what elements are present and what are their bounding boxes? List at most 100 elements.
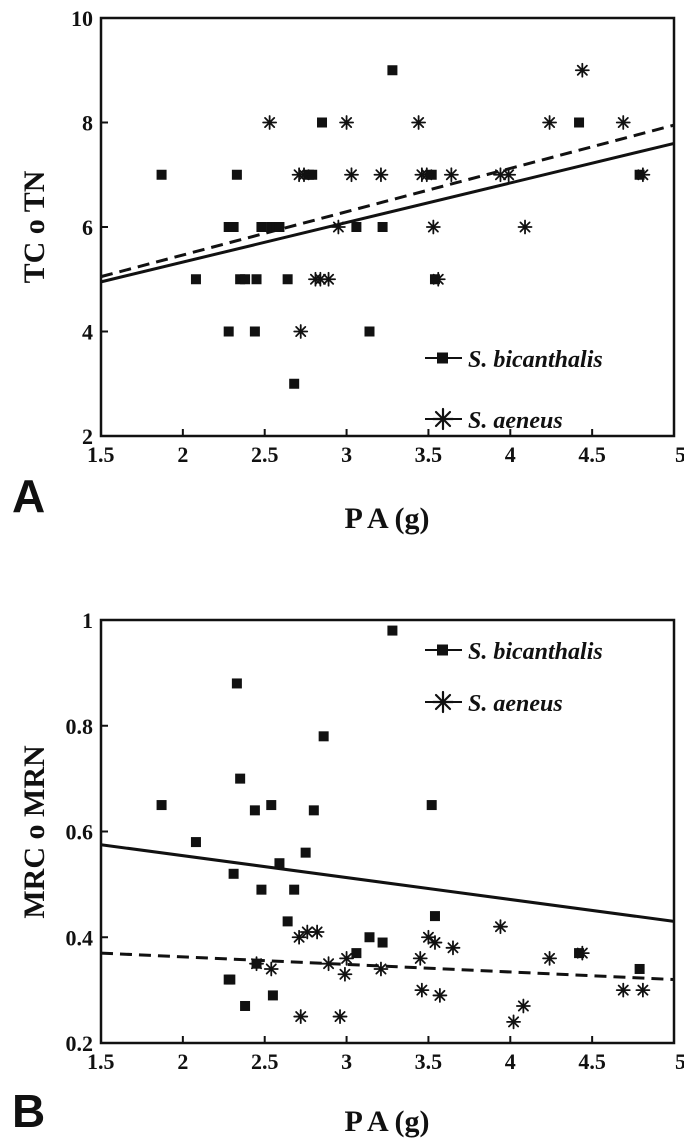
y-ticks: 0.2 0.4 0.6 0.8 1 — [66, 608, 108, 1056]
x-ticks: 1.5 2 2.5 3 3.5 4 4.5 5 — [87, 1036, 684, 1074]
point-aeneus — [373, 961, 389, 977]
y-tick-label: 0.4 — [66, 925, 94, 950]
point-aeneus — [337, 966, 353, 982]
x-tick-label: 3.5 — [415, 442, 443, 467]
point-bicanthalis — [307, 169, 318, 180]
y-ticks: 2 4 6 8 10 — [71, 6, 108, 449]
x-tick-label: 5 — [675, 442, 684, 467]
legend-square-marker — [437, 644, 448, 656]
panel-b: 1.5 2 2.5 3 3.5 4 4.5 5 0.2 0.4 0.6 0.8 1 MRC o MRN… — [12, 608, 684, 1138]
point-aeneus — [344, 167, 359, 183]
point-aeneus — [330, 219, 346, 235]
point-aeneus — [412, 951, 428, 966]
point-aeneus — [263, 961, 279, 977]
point-aeneus — [293, 1009, 309, 1024]
y-axis-title: MRC o MRN — [18, 745, 51, 919]
panel-label: A — [12, 470, 45, 522]
point-bicanthalis — [256, 884, 267, 895]
x-tick-label: 1.5 — [87, 442, 115, 467]
point-aeneus — [574, 62, 590, 78]
point-aeneus — [373, 167, 389, 183]
point-aeneus — [293, 324, 309, 339]
point-bicanthalis — [249, 326, 260, 337]
point-bicanthalis — [308, 805, 319, 816]
trend-lines — [100, 123, 675, 284]
point-aeneus — [419, 167, 435, 183]
point-bicanthalis — [274, 858, 285, 869]
y-tick-label: 0.8 — [66, 714, 94, 739]
legend-asterisk-marker — [431, 690, 455, 714]
x-tick-label: 4.5 — [578, 442, 606, 467]
point-bicanthalis — [318, 731, 329, 742]
point-bicanthalis — [317, 117, 328, 128]
point-bicanthalis — [240, 1000, 251, 1011]
legend: S. bicanthalis S. aeneus — [425, 347, 603, 434]
point-bicanthalis — [300, 847, 311, 858]
trend-line-aeneus — [100, 951, 675, 982]
x-tick-label: 3 — [341, 442, 352, 467]
point-bicanthalis — [274, 222, 285, 232]
legend-item-bicanthalis: S. bicanthalis — [425, 347, 603, 373]
point-bicanthalis — [282, 274, 293, 285]
trend-lines — [100, 843, 675, 982]
x-tick-label: 3 — [341, 1049, 352, 1074]
point-bicanthalis — [289, 378, 300, 389]
data-points — [156, 62, 651, 389]
point-bicanthalis — [251, 274, 262, 285]
trend-line-aeneus — [100, 123, 675, 279]
point-aeneus — [493, 919, 508, 935]
point-bicanthalis — [256, 222, 267, 232]
point-aeneus — [430, 271, 446, 287]
x-ticks: 1.5 2 2.5 3 3.5 4 4.5 5 — [87, 429, 684, 467]
x-axis-title: P A (g) — [344, 502, 429, 535]
point-aeneus — [493, 167, 508, 183]
y-tick-label: 4 — [82, 320, 93, 345]
point-bicanthalis — [289, 884, 300, 895]
point-bicanthalis — [231, 169, 242, 180]
point-bicanthalis — [429, 911, 440, 922]
y-tick-label: 8 — [82, 111, 93, 136]
point-bicanthalis — [351, 948, 362, 959]
x-tick-label: 4 — [505, 442, 516, 467]
point-aeneus — [262, 115, 278, 130]
point-bicanthalis — [231, 678, 242, 689]
point-bicanthalis — [249, 805, 260, 816]
point-aeneus — [574, 945, 590, 961]
legend-asterisk-marker — [431, 407, 455, 431]
panel-label: B — [12, 1085, 45, 1137]
data-points — [156, 625, 651, 1030]
point-aeneus — [635, 982, 651, 998]
point-bicanthalis — [377, 222, 388, 232]
plot-frame — [99, 618, 676, 1045]
x-tick-label: 2 — [177, 1049, 188, 1074]
point-aeneus — [332, 1009, 348, 1024]
y-axis-title: TC o TN — [18, 170, 51, 283]
point-aeneus — [425, 219, 441, 235]
point-bicanthalis — [377, 937, 388, 948]
point-aeneus — [615, 982, 631, 998]
point-aeneus — [427, 935, 443, 950]
point-aeneus — [309, 924, 325, 940]
point-aeneus — [249, 956, 264, 972]
legend-label-bicanthalis: S. bicanthalis — [468, 639, 603, 665]
point-bicanthalis — [351, 222, 362, 232]
point-bicanthalis — [156, 800, 167, 811]
trend-line-bicanthalis — [100, 141, 675, 284]
y-tick-label: 2 — [82, 424, 93, 449]
point-aeneus — [635, 167, 651, 183]
point-bicanthalis — [282, 916, 293, 927]
point-bicanthalis — [190, 837, 201, 848]
x-tick-label: 4.5 — [578, 1049, 606, 1074]
point-bicanthalis — [228, 868, 239, 879]
point-bicanthalis — [574, 117, 585, 128]
point-bicanthalis — [190, 274, 201, 285]
point-bicanthalis — [426, 800, 437, 811]
point-bicanthalis — [156, 169, 167, 180]
legend-label-aeneus: S. aeneus — [468, 691, 563, 717]
point-bicanthalis — [266, 800, 277, 811]
x-tick-label: 2.5 — [251, 442, 279, 467]
point-bicanthalis — [223, 326, 234, 337]
y-tick-label: 1 — [82, 608, 93, 633]
